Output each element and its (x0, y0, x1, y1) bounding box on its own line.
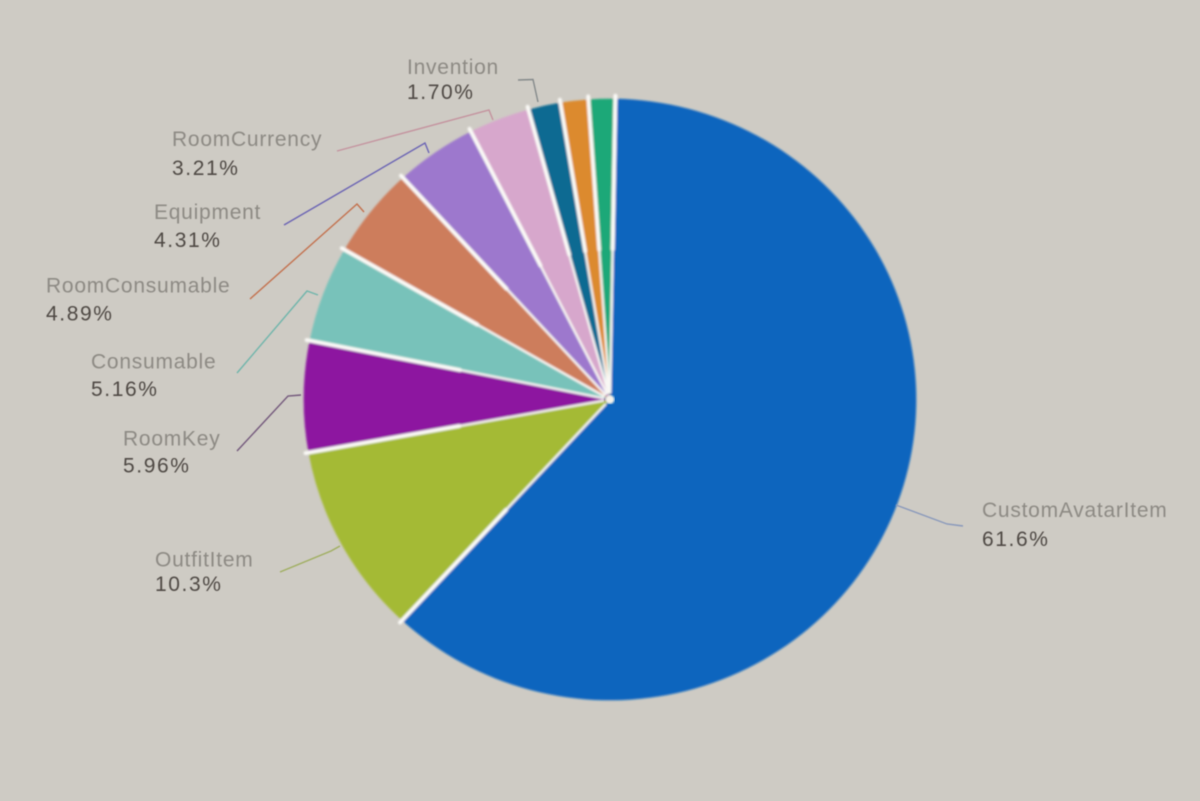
svg-text:Invention: Invention (407, 56, 499, 79)
svg-text:1.70%: 1.70% (407, 81, 475, 104)
svg-text:10.3%: 10.3% (155, 573, 223, 596)
svg-text:Equipment: Equipment (154, 201, 261, 224)
svg-text:OutfitItem: OutfitItem (155, 549, 254, 572)
svg-text:61.6%: 61.6% (982, 528, 1050, 551)
svg-text:RoomCurrency: RoomCurrency (172, 128, 322, 151)
svg-text:4.89%: 4.89% (46, 303, 114, 326)
svg-text:RoomKey: RoomKey (123, 428, 220, 451)
svg-text:5.96%: 5.96% (123, 455, 191, 478)
svg-text:RoomConsumable: RoomConsumable (46, 275, 230, 298)
svg-text:CustomAvatarItem: CustomAvatarItem (982, 499, 1168, 522)
svg-text:3.21%: 3.21% (172, 157, 240, 180)
svg-text:5.16%: 5.16% (91, 378, 159, 401)
svg-text:4.31%: 4.31% (154, 229, 222, 252)
svg-text:Consumable: Consumable (91, 351, 216, 374)
